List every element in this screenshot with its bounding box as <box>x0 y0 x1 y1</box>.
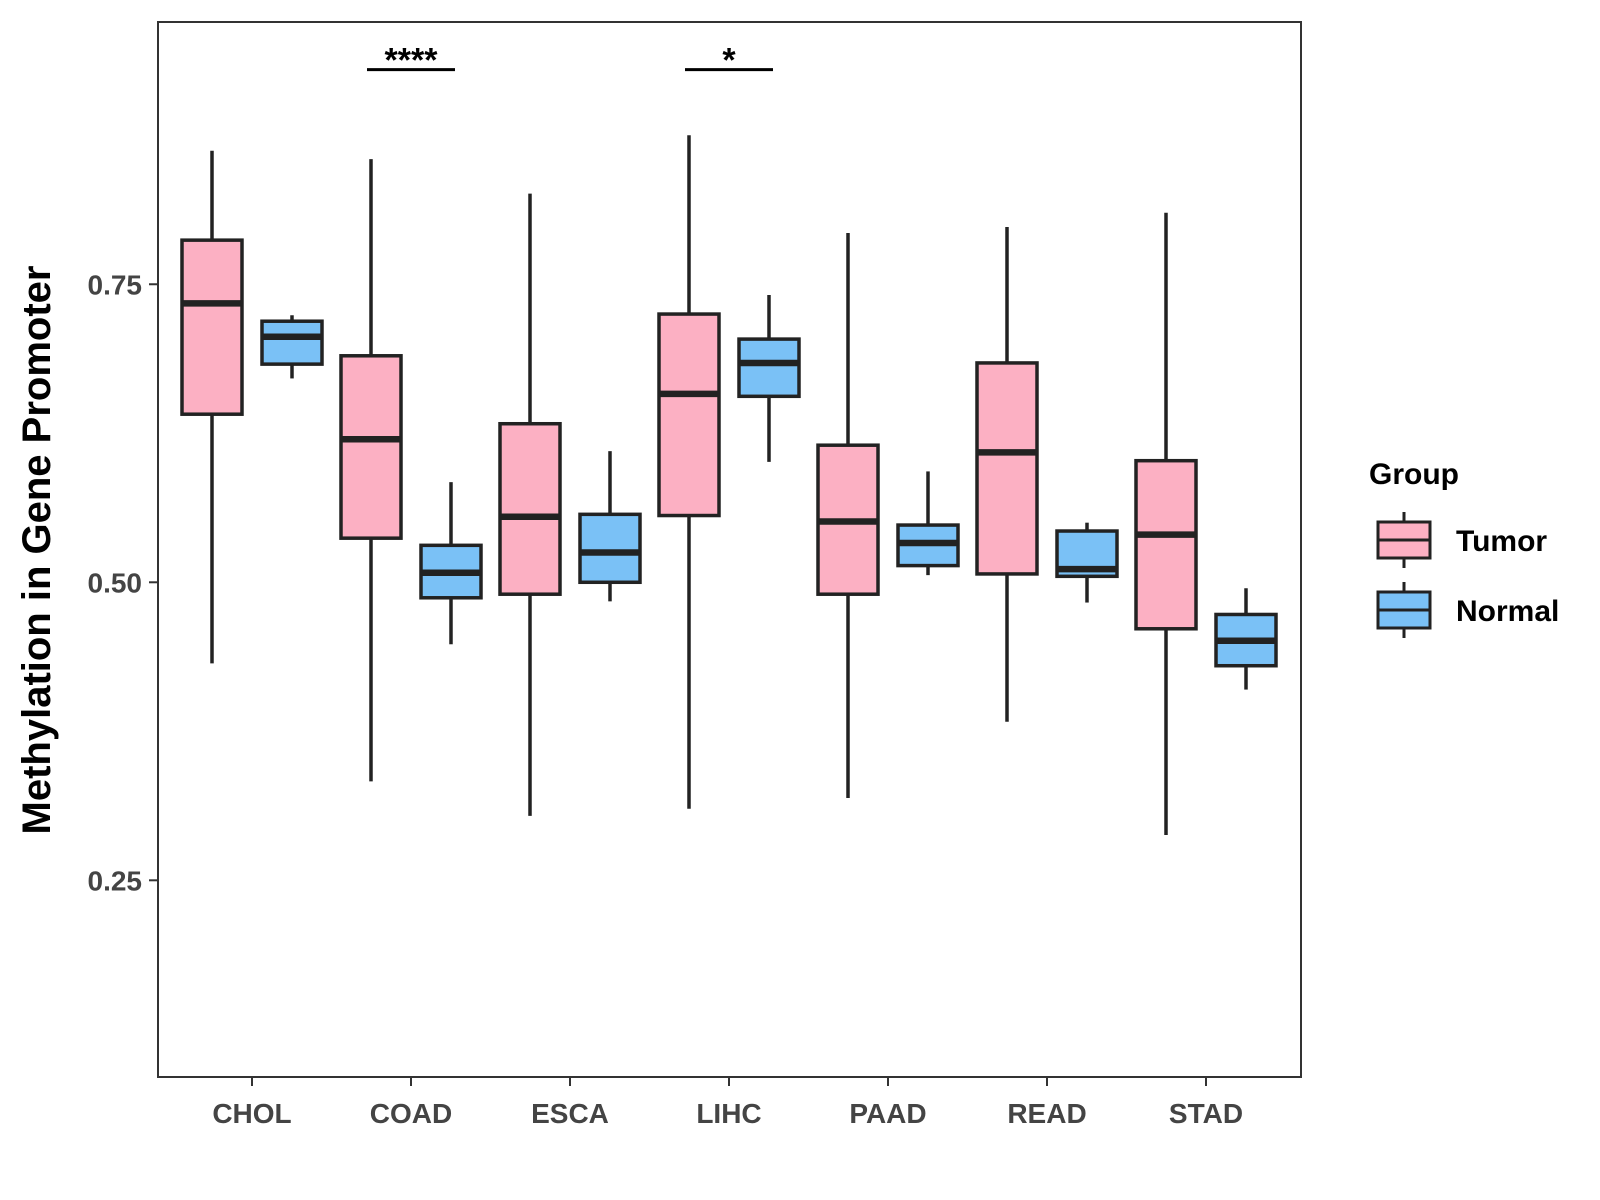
box-normal-esca <box>578 451 642 602</box>
box-body-tumor-lihc <box>657 312 721 518</box>
legend-label-normal: Normal <box>1456 595 1559 628</box>
y-tick-label: 0.50 <box>88 567 143 598</box>
x-tick-label-lihc: LIHC <box>696 1098 761 1129</box>
x-tick-label-read: READ <box>1007 1098 1086 1129</box>
box-body-tumor-chol <box>180 238 244 416</box>
boxes-layer <box>180 135 1278 836</box>
plot-panel <box>157 21 1302 1078</box>
box-body-normal-lihc <box>737 337 801 399</box>
y-tick-label: 0.75 <box>88 269 143 300</box>
legend-label-tumor: Tumor <box>1456 525 1547 558</box>
box-normal-read <box>1055 522 1119 603</box>
x-tick-label-coad: COAD <box>370 1098 452 1129</box>
legend-item-normal: Normal <box>1376 582 1559 638</box>
x-tick-label-paad: PAAD <box>849 1098 926 1129</box>
x-tick-label-chol: CHOL <box>212 1098 291 1129</box>
x-tick-label-stad: STAD <box>1169 1098 1243 1129</box>
box-normal-stad <box>1214 588 1278 690</box>
x-axis: CHOL COAD ESCA LIHC PAAD READ STAD <box>212 1077 1243 1129</box>
y-tick-label: 0.25 <box>88 865 143 896</box>
x-tick-label-esca: ESCA <box>531 1098 609 1129</box>
box-body-tumor-esca <box>498 421 562 596</box>
legend: Group Tumor Normal <box>1369 458 1559 638</box>
legend-item-tumor: Tumor <box>1376 512 1547 568</box>
box-tumor-coad <box>339 159 403 782</box>
box-tumor-stad <box>1134 212 1198 836</box>
y-axis-title: Methylation in Gene Promoter <box>15 266 59 835</box>
box-normal-lihc <box>737 294 801 462</box>
significance-layer: **** * <box>367 42 773 80</box>
sig-label-coad: **** <box>385 42 439 80</box>
y-axis: 0.25 0.50 0.75 <box>88 269 158 896</box>
legend-title: Group <box>1369 458 1459 491</box>
box-tumor-read <box>975 227 1039 722</box>
box-body-tumor-read <box>975 361 1039 576</box>
box-body-tumor-stad <box>1134 458 1198 631</box>
box-tumor-paad <box>816 233 880 799</box>
box-tumor-lihc <box>657 135 721 809</box>
box-tumor-esca <box>498 193 562 816</box>
box-normal-chol <box>260 315 324 379</box>
box-body-normal-esca <box>578 512 642 585</box>
box-body-tumor-coad <box>339 354 403 540</box>
box-normal-paad <box>896 471 960 576</box>
box-body-normal-chol <box>260 319 324 366</box>
box-normal-coad <box>419 482 483 645</box>
sig-label-lihc: * <box>722 42 736 80</box>
legend-items: Tumor Normal <box>1376 512 1559 638</box>
box-tumor-chol <box>180 150 244 664</box>
